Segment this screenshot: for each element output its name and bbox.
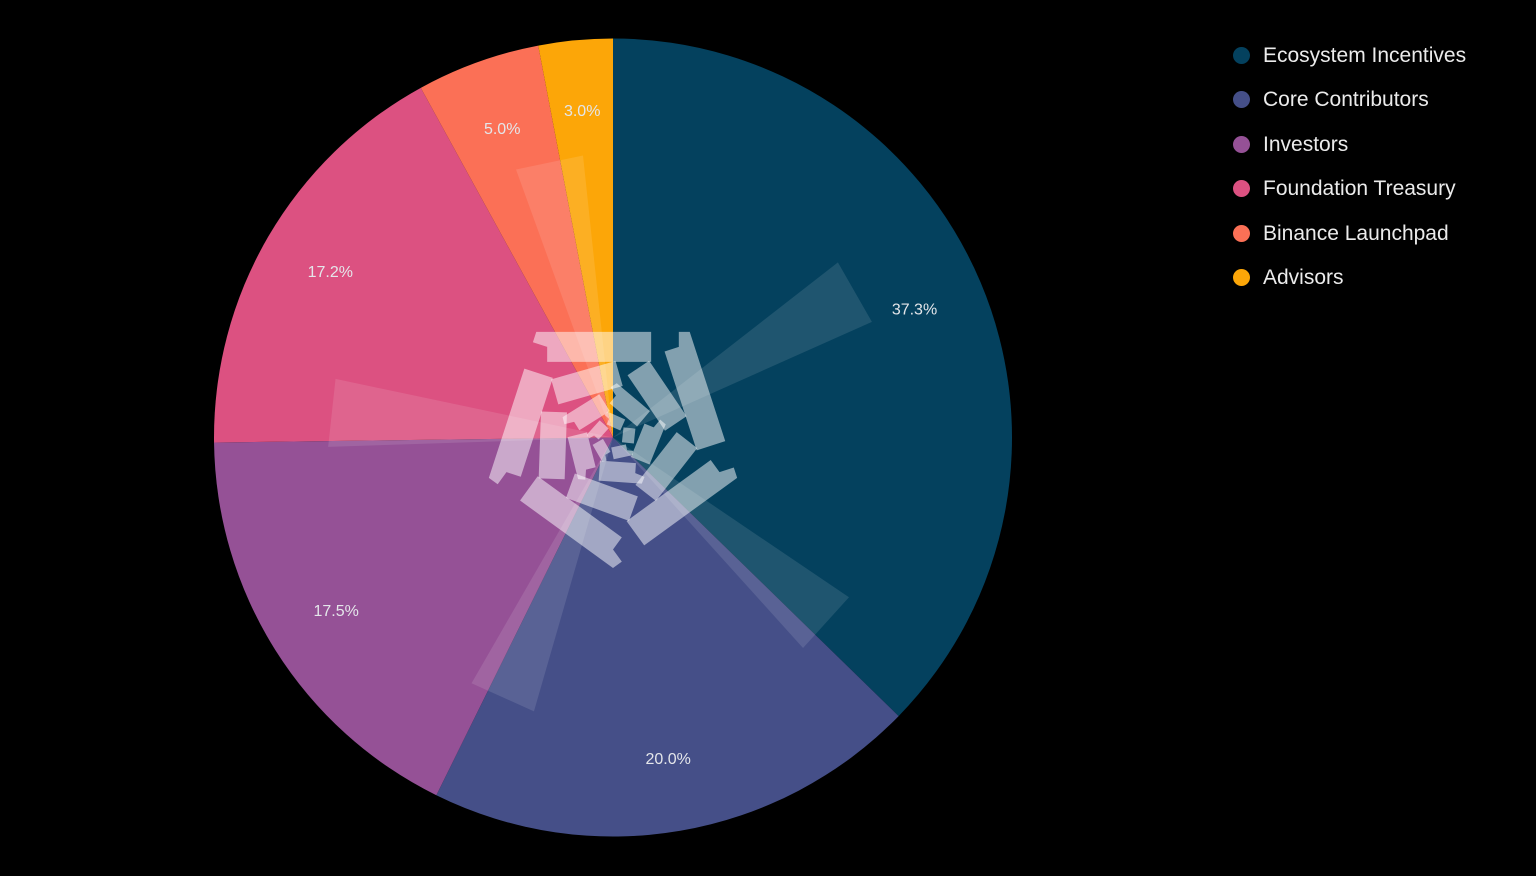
- legend-item-advisors[interactable]: Advisors: [1233, 256, 1466, 301]
- legend: Ecosystem Incentives Core Contributors I…: [1233, 33, 1466, 300]
- slice-value-label: 17.5%: [314, 603, 359, 620]
- watermark-brick-ring: [538, 352, 704, 525]
- pie-slice-investors[interactable]: [214, 437, 614, 796]
- legend-item-foundation-treasury[interactable]: Foundation Treasury: [1233, 167, 1466, 212]
- legend-item-binance-launchpad[interactable]: Binance Launchpad: [1233, 211, 1466, 256]
- legend-swatch-icon: [1233, 224, 1250, 242]
- legend-swatch-icon: [1233, 180, 1250, 198]
- pie-slice-ecosystem-incentives[interactable]: [613, 38, 1012, 717]
- legend-item-core-contributors[interactable]: Core Contributors: [1233, 78, 1466, 123]
- watermark-beam: [613, 262, 872, 438]
- pie-slice-foundation-treasury[interactable]: [214, 87, 613, 443]
- slice-value-label: 20.0%: [646, 751, 691, 768]
- legend-item-investors[interactable]: Investors: [1233, 122, 1466, 167]
- slice-value-label: 17.2%: [308, 264, 353, 281]
- legend-swatch-icon: [1233, 135, 1250, 153]
- legend-label: Foundation Treasury: [1263, 177, 1456, 201]
- watermark-beam: [516, 155, 613, 438]
- legend-swatch-icon: [1233, 269, 1250, 287]
- legend-label: Binance Launchpad: [1263, 221, 1449, 245]
- slice-value-label: 3.0%: [564, 103, 600, 120]
- watermark-brick-ring: [586, 411, 636, 462]
- legend-label: Core Contributors: [1263, 88, 1429, 112]
- pentagon-brick-logo: [328, 155, 872, 712]
- legend-swatch-icon: [1233, 46, 1250, 64]
- pie-slice-core-contributors[interactable]: [436, 437, 899, 837]
- legend-item-ecosystem-incentives[interactable]: Ecosystem Incentives: [1233, 33, 1466, 78]
- watermark-brick-ring: [562, 383, 666, 484]
- legend-label: Advisors: [1263, 266, 1344, 290]
- slice-value-label: 37.3%: [892, 302, 937, 319]
- legend-label: Ecosystem Incentives: [1263, 43, 1467, 67]
- slice-value-label: 5.0%: [484, 121, 520, 138]
- legend-swatch-icon: [1233, 91, 1250, 109]
- watermark-brick-ring: [488, 331, 738, 569]
- legend-label: Investors: [1263, 132, 1349, 156]
